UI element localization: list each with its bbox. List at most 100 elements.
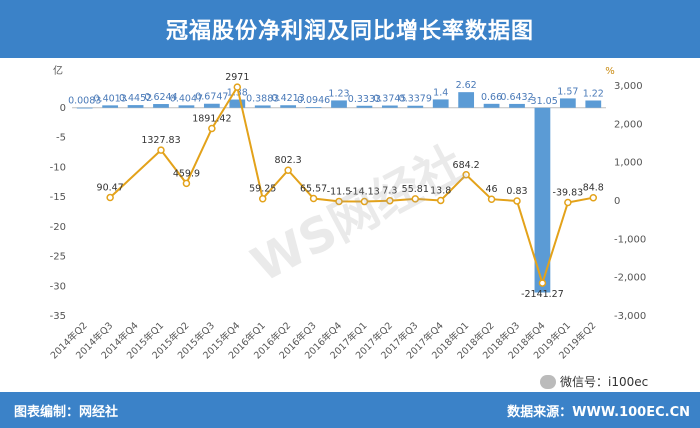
bar-label-19: 1.57: [557, 86, 578, 97]
growth-point-9: [309, 194, 318, 203]
footer-credit: 图表编制：网经社: [14, 405, 119, 420]
bar-label-6: 1.38: [227, 88, 248, 99]
y-left-tick-label: -30: [50, 281, 66, 292]
growth-label-15: 684.2: [453, 160, 480, 171]
growth-point-17: [513, 197, 521, 205]
wechat-icon: [540, 374, 556, 389]
bar-label-15: 2.62: [456, 80, 477, 91]
growth-label-9: 65.57: [300, 183, 327, 194]
bar-label-16: 0.66: [481, 92, 502, 103]
y-left-tick-label: 0: [60, 103, 66, 114]
chart-area: 亿% 0 -5 -10 -15 -20 -25 -30 -35 3,000 2,000 1,000 0 -…: [0, 58, 700, 388]
chart-title: 冠福股份净利润及同比增长率数据图: [165, 19, 534, 44]
growth-label-18: -2141.27: [521, 289, 564, 300]
y-right-tick-label: 1,000: [614, 158, 643, 169]
growth-label-14: 13.8: [430, 185, 451, 196]
y-left-tick-label: -20: [50, 222, 66, 233]
bar-2: [127, 105, 144, 108]
y-left-tick-label: -35: [50, 311, 66, 322]
y-left-tick-label: -10: [50, 162, 66, 173]
bar-label-2: 0.4452: [119, 93, 152, 104]
growth-label-10: -11.5: [327, 186, 352, 197]
bar-4: [178, 105, 195, 108]
y-left-tick-label: -25: [50, 252, 66, 263]
growth-point-19: [564, 198, 572, 207]
y-right-tick-label: 3,000: [614, 81, 643, 92]
y-right-tick-label: 0: [614, 196, 620, 207]
bar-8: [280, 105, 297, 108]
y-right-tick-label: 2,000: [614, 119, 643, 130]
growth-label-4: 459.9: [173, 168, 200, 179]
bar-9: [305, 107, 322, 108]
bar-label-4: 0.4047: [170, 93, 203, 104]
bar-18: [534, 107, 551, 293]
growth-point-3: [157, 146, 165, 154]
growth-point-13: [411, 195, 420, 203]
bar-label-10: 1.23: [328, 88, 349, 99]
growth-label-8: 802.3: [275, 155, 302, 166]
growth-label-5: 1891.42: [192, 113, 231, 124]
bar-17: [509, 103, 525, 108]
bar-10: [331, 100, 347, 108]
bar-label-3: 0.6244: [144, 92, 177, 103]
growth-point-4: [182, 179, 191, 188]
bar-label-14: 1.4: [433, 87, 448, 98]
growth-label-1: 90.47: [97, 183, 124, 194]
growth-label-11: -14.13: [349, 187, 380, 198]
wechat-id: 微信号：i100ec: [540, 373, 648, 390]
growth-point-14: [436, 196, 445, 205]
bar-13: [407, 105, 424, 108]
growth-label-7: 59.25: [249, 184, 276, 195]
bar-7: [254, 105, 271, 108]
bar-label-18: -31.05: [527, 96, 558, 107]
y-right-tick-label: -1,000: [614, 234, 646, 245]
y-left-tick-label: -5: [56, 133, 66, 144]
footer-banner: 图表编制：网经社 数据来源：WWW.100EC.CN: [0, 392, 700, 428]
growth-point-10: [335, 197, 343, 206]
growth-point-5: [208, 124, 216, 133]
growth-point-11: [360, 197, 369, 206]
y-right-tick-label: -2,000: [614, 273, 646, 284]
bar-label-1: 0.4013: [94, 93, 127, 104]
bar-label-5: 0.6747: [195, 92, 228, 103]
growth-point-18: [538, 279, 547, 287]
growth-point-8: [284, 166, 292, 174]
bar-12: [381, 105, 398, 108]
growth-label-16: 46: [486, 184, 498, 195]
growth-point-1: [106, 193, 114, 202]
bar-label-17: 0.6432: [500, 92, 533, 103]
growth-label-20: 84.8: [583, 183, 604, 194]
y-right-tick-label: -3,000: [614, 311, 646, 322]
y-left-unit: 亿: [53, 64, 63, 77]
bar-label-20: 1.22: [583, 88, 604, 99]
growth-label-17: 0.83: [506, 186, 527, 197]
header-banner: 冠福股份净利润及同比增长率数据图: [0, 0, 700, 58]
combo-chart: 亿 % 0 -5 -10 -15 -20 -25 -30 -35 3,000 2,000 1,000 0 -…: [48, 64, 646, 361]
growth-point-15: [462, 171, 470, 179]
bar-3: [153, 104, 169, 108]
bar-label-12: 0.3745: [373, 94, 406, 105]
bar-label-0: 0.0083: [68, 96, 101, 107]
bar-14: [432, 99, 449, 108]
bar-20: [585, 100, 602, 108]
bar-15: [458, 92, 475, 108]
growth-label-13: 55.81: [402, 184, 429, 195]
footer-source: 数据来源：WWW.100EC.CN: [507, 405, 690, 420]
bar-label-11: 0.3333: [348, 94, 381, 105]
bar-label-9: 0.0946: [297, 95, 330, 106]
growth-point-7: [258, 194, 267, 203]
wechat-label: 微信号：i100ec: [560, 375, 649, 389]
y-right-unit: %: [605, 66, 615, 77]
growth-label-19: -39.83: [553, 188, 584, 199]
bar-16: [483, 103, 500, 108]
growth-label-12: 7.3: [382, 186, 397, 197]
bar-label-13: 0.3379: [399, 94, 432, 105]
y-left-tick-label: -15: [50, 192, 66, 203]
growth-point-6: [233, 83, 242, 91]
bar-6: [229, 99, 246, 108]
growth-label-3: 1327.83: [141, 135, 180, 146]
growth-point-16: [487, 195, 496, 203]
bar-11: [356, 105, 373, 108]
growth-label-6: 2971: [225, 72, 249, 83]
